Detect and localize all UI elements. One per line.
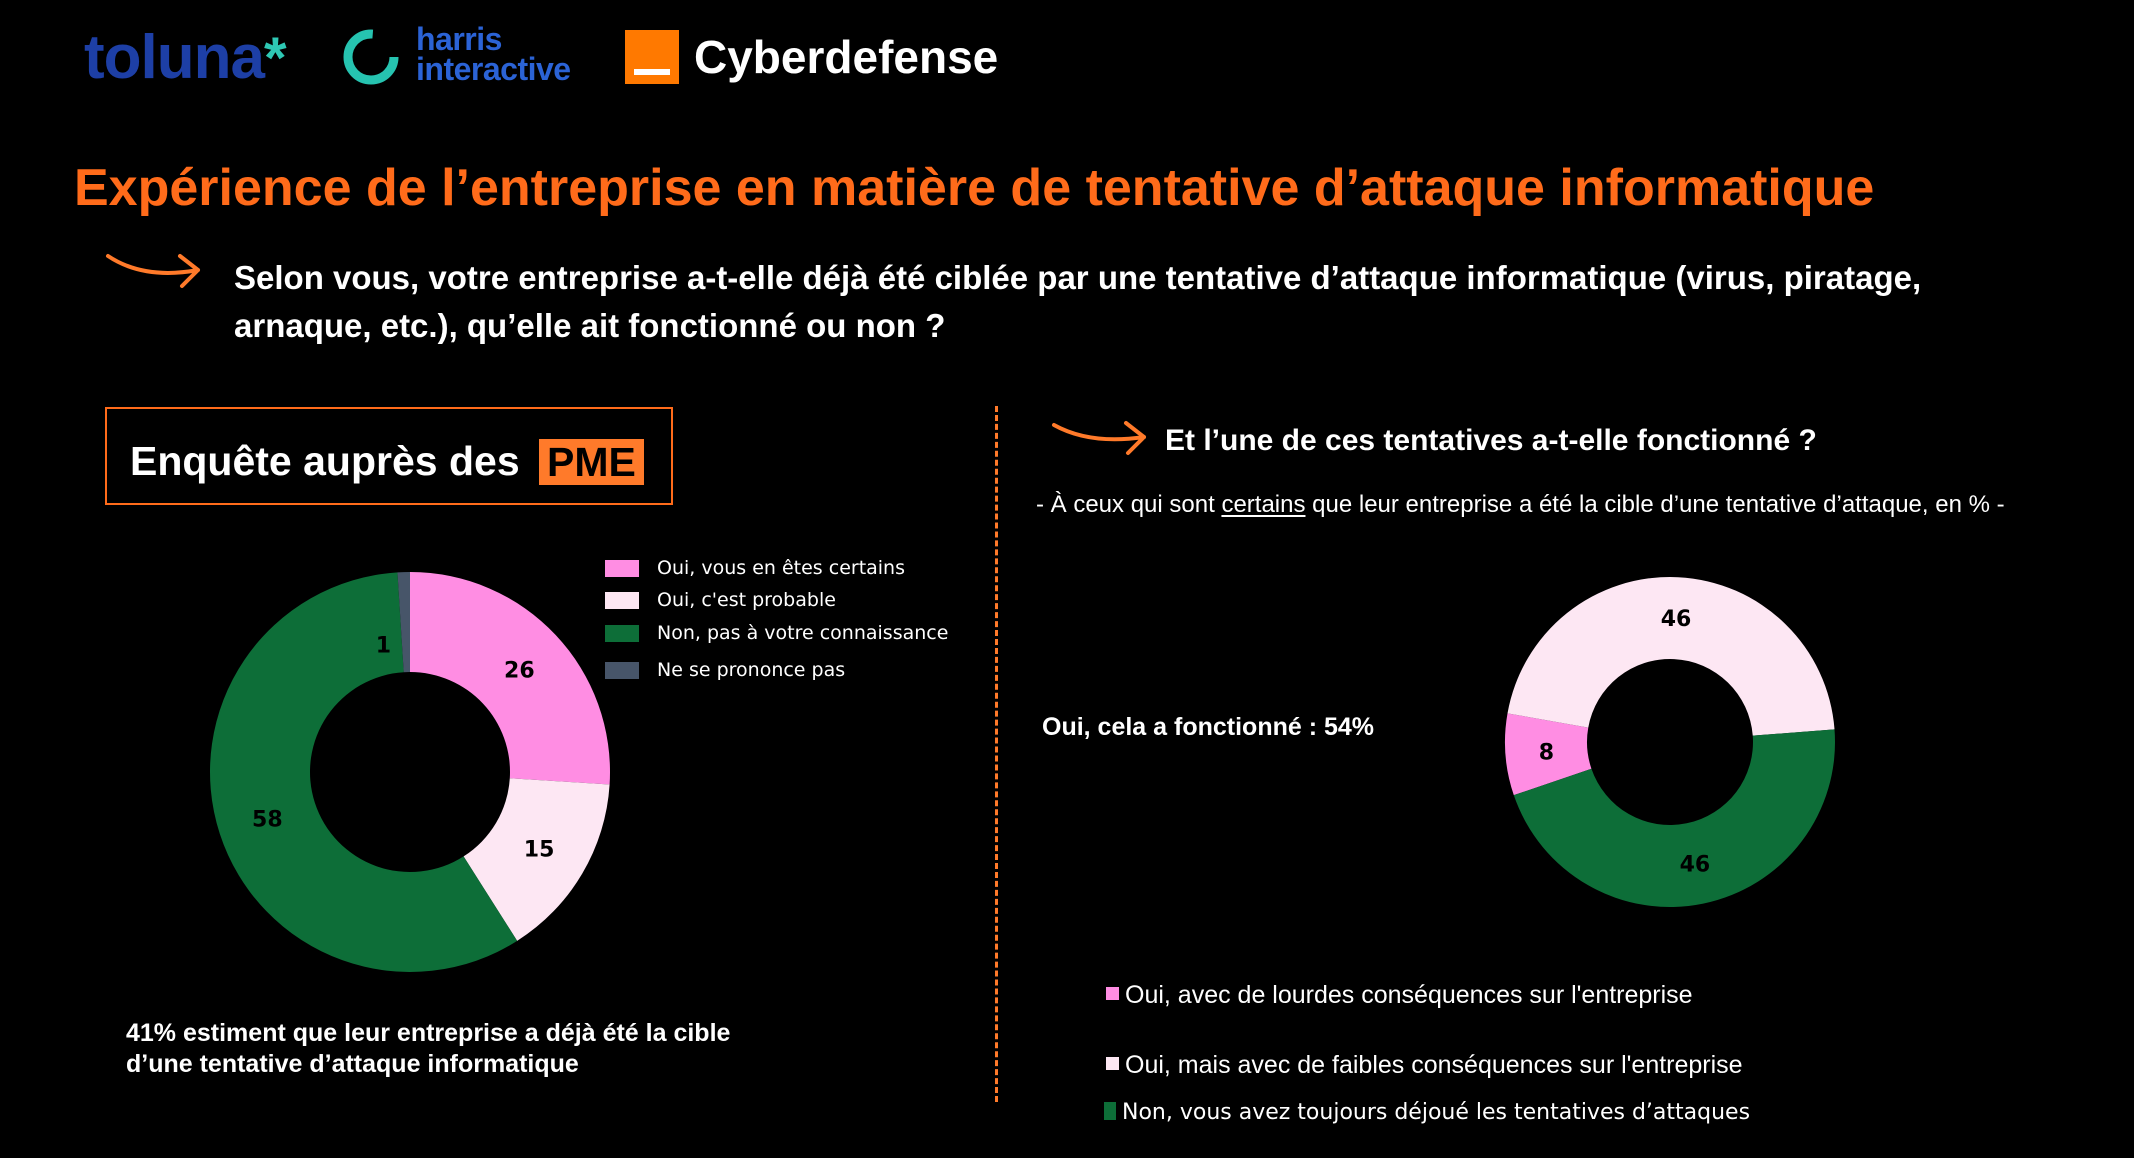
- harris-ring-icon: [343, 29, 399, 85]
- donut-slice: [209, 572, 518, 972]
- survey-box: [105, 407, 673, 505]
- left-donut-chart: 26 15 58 1: [209, 572, 610, 972]
- base-note-suffix: que leur entreprise a été la cible d’une…: [1305, 491, 2005, 518]
- base-note-prefix: - À ceux qui sont: [1036, 491, 1222, 518]
- arrow-icon: [1052, 421, 1146, 455]
- legend-label: Oui, avec de lourdes conséquences sur l'…: [1125, 981, 1693, 1009]
- data-label: 46: [1661, 607, 1692, 632]
- survey-label: Enquête auprès des: [130, 438, 520, 484]
- legend-item-probable: Oui, c'est probable: [605, 589, 836, 611]
- donut-slice: [410, 572, 610, 785]
- question-text: Selon vous, votre entreprise a-t-elle dé…: [234, 259, 1922, 344]
- harris-logo-line1: harris: [416, 21, 502, 57]
- base-note-underlined: certains: [1221, 491, 1306, 518]
- cyberdefense-logo: Cyberdefense: [694, 31, 999, 83]
- legend-swatch: [605, 592, 639, 609]
- sub-question: Et l’une de ces tentatives a-t-elle fonc…: [1165, 424, 1817, 457]
- data-label: 46: [1680, 852, 1711, 877]
- legend-swatch: [1104, 1102, 1116, 1120]
- left-summary: 41% estiment que leur entreprise a déjà …: [126, 1019, 731, 1078]
- legend-item-certain: Oui, vous en êtes certains: [605, 557, 905, 579]
- harris-interactive-logo: harris interactive: [416, 21, 571, 87]
- data-label: 58: [252, 807, 283, 832]
- donut-slice: [463, 778, 610, 941]
- legend-item-no: Non, pas à votre connaissance: [605, 622, 948, 644]
- legend-label: Oui, mais avec de faibles conséquences s…: [1125, 1051, 1743, 1079]
- legend-swatch: [1106, 987, 1119, 1000]
- legend-label: Non, pas à votre connaissance: [657, 622, 949, 644]
- arrow-icon: [106, 254, 200, 288]
- donut-slice: [1505, 713, 1592, 796]
- toluna-logo: toluna*: [84, 22, 287, 93]
- legend-label: Non, vous avez toujours déjoué les tenta…: [1122, 1100, 1751, 1125]
- toluna-logo-text: toluna: [84, 23, 265, 92]
- data-label: 26: [504, 658, 535, 683]
- legend-item-light: Oui, mais avec de faibles conséquences s…: [1106, 1051, 1743, 1080]
- data-label: 15: [524, 837, 555, 862]
- donut-slice: [1513, 729, 1835, 907]
- legend-swatch: [605, 560, 639, 577]
- legend-swatch: [605, 662, 639, 679]
- data-label: 8: [1539, 741, 1554, 766]
- donut-slice: [1507, 577, 1835, 736]
- donut-slice: [397, 572, 410, 673]
- right-donut-chart: 8 46 46: [1505, 577, 1835, 907]
- legend-item-nsp: Ne se prononce pas: [605, 659, 845, 681]
- asterisk-icon: *: [263, 26, 287, 91]
- divider: [995, 406, 998, 1102]
- legend-swatch: [1106, 1057, 1119, 1070]
- base-note: - À ceux qui sont certains que leur entr…: [1036, 491, 2005, 519]
- yes-note: Oui, cela a fonctionné : 54%: [1042, 713, 1375, 741]
- orange-logo: [625, 30, 679, 84]
- survey-highlight: PME: [539, 439, 644, 485]
- page-title: Expérience de l’entreprise en matière de…: [74, 159, 1875, 217]
- legend-label: Oui, vous en êtes certains: [657, 557, 906, 579]
- legend-label: Oui, c'est probable: [657, 589, 836, 611]
- legend-swatch: [605, 625, 639, 642]
- harris-logo-line2: interactive: [416, 51, 571, 87]
- legend-item-thwarted: Non, vous avez toujours déjoué les tenta…: [1104, 1100, 1750, 1125]
- data-label: 1: [376, 634, 391, 659]
- legend-label: Ne se prononce pas: [657, 659, 846, 681]
- legend-item-heavy: Oui, avec de lourdes conséquences sur l'…: [1106, 981, 1693, 1010]
